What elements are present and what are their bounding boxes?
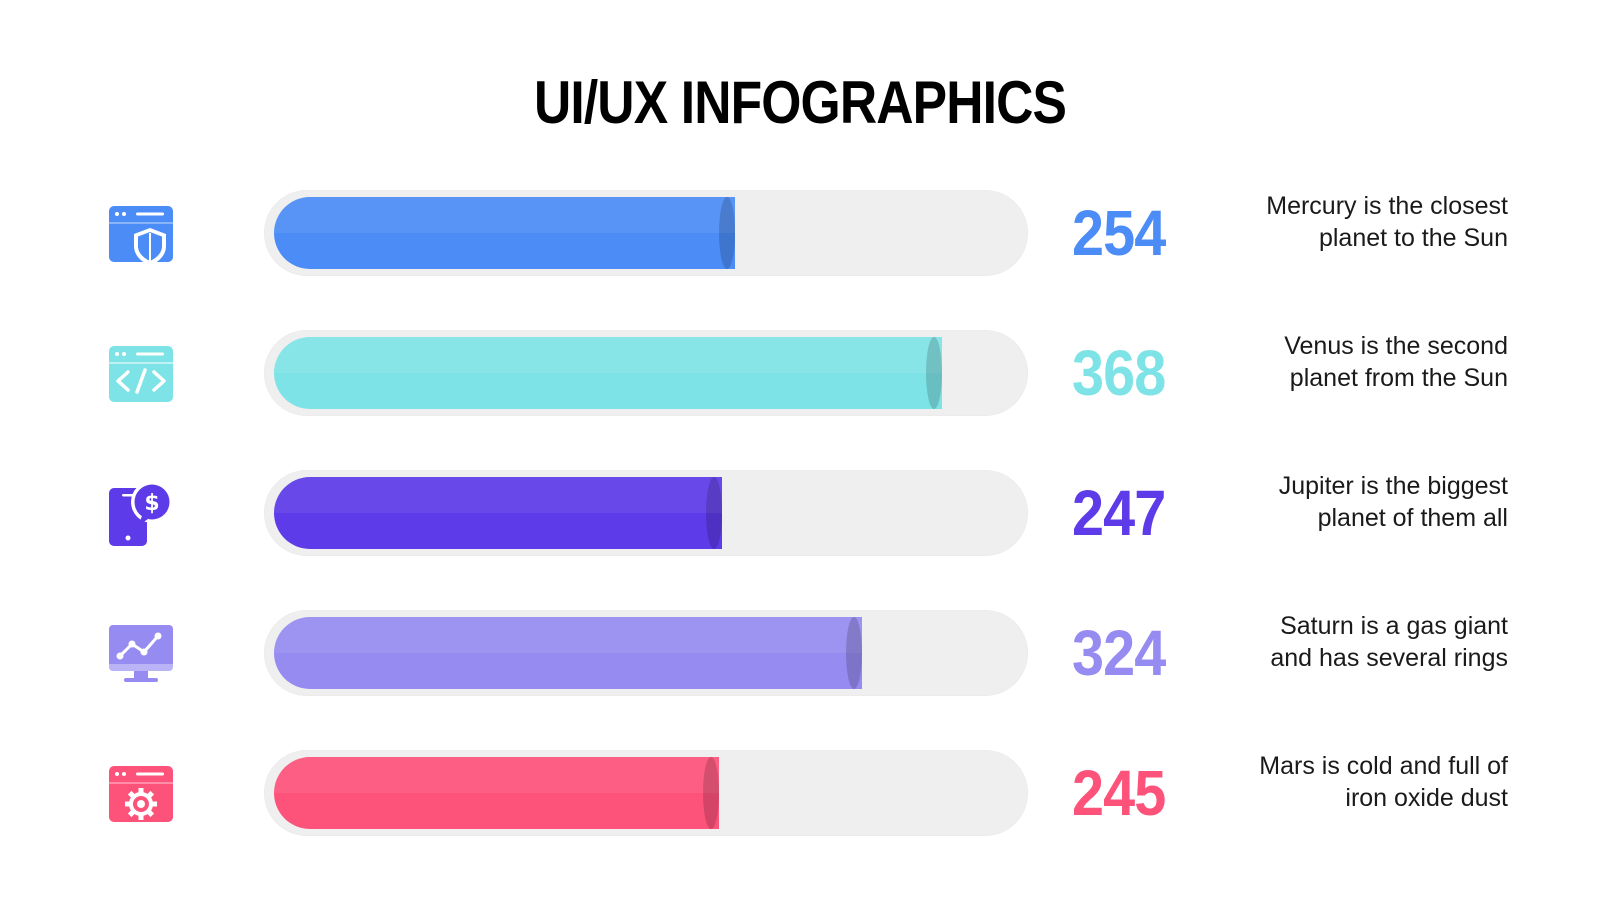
data-label: 254 bbox=[1072, 197, 1166, 269]
chart-row: $ 247 Jupiter is the biggest planet of t… bbox=[0, 470, 1600, 560]
browser-shield-icon bbox=[108, 200, 174, 266]
bar-mars bbox=[274, 757, 719, 829]
chart-row: 254 Mercury is the closest planet to the… bbox=[0, 190, 1600, 280]
monitor-chart-icon bbox=[108, 620, 174, 686]
bar-track bbox=[264, 470, 1028, 556]
bar-venus bbox=[274, 337, 942, 409]
description-line: Saturn is a gas giant bbox=[1280, 612, 1508, 640]
bar-track bbox=[264, 190, 1028, 276]
bar-track bbox=[264, 750, 1028, 836]
row-description: Mercury is the closest planet to the Sun bbox=[1188, 190, 1508, 254]
data-label: 368 bbox=[1072, 337, 1166, 409]
row-description: Jupiter is the biggest planet of them al… bbox=[1188, 470, 1508, 534]
page-title: UI/UX INFOGRAPHICS bbox=[533, 69, 1067, 136]
bar-jupiter bbox=[274, 477, 722, 549]
svg-text:$: $ bbox=[144, 491, 159, 516]
browser-gear-icon bbox=[108, 760, 174, 826]
data-label: 324 bbox=[1072, 617, 1166, 689]
description-line: planet of them all bbox=[1317, 504, 1508, 532]
row-description: Mars is cold and full of iron oxide dust bbox=[1188, 750, 1508, 814]
description-line: planet to the Sun bbox=[1318, 224, 1508, 252]
description-line: and has several rings bbox=[1270, 644, 1508, 672]
row-description: Saturn is a gas giant and has several ri… bbox=[1188, 610, 1508, 674]
browser-code-icon bbox=[108, 340, 174, 406]
description-line: Venus is the second bbox=[1284, 332, 1508, 360]
description-line: Mercury is the closest bbox=[1266, 192, 1508, 220]
chart-row: 245 Mars is cold and full of iron oxide … bbox=[0, 750, 1600, 840]
bar-mercury bbox=[274, 197, 735, 269]
description-line: iron oxide dust bbox=[1345, 784, 1508, 812]
data-label: 247 bbox=[1072, 477, 1166, 549]
description-line: Jupiter is the biggest bbox=[1278, 472, 1508, 500]
phone-dollar-icon: $ bbox=[108, 480, 174, 546]
bar-saturn bbox=[274, 617, 862, 689]
bar-track bbox=[264, 330, 1028, 416]
description-line: Mars is cold and full of bbox=[1259, 752, 1508, 780]
bar-track bbox=[264, 610, 1028, 696]
chart-row: 324 Saturn is a gas giant and has severa… bbox=[0, 610, 1600, 700]
description-line: planet from the Sun bbox=[1289, 364, 1508, 392]
row-description: Venus is the second planet from the Sun bbox=[1188, 330, 1508, 394]
chart-row: 368 Venus is the second planet from the … bbox=[0, 330, 1600, 420]
data-label: 245 bbox=[1072, 757, 1166, 829]
